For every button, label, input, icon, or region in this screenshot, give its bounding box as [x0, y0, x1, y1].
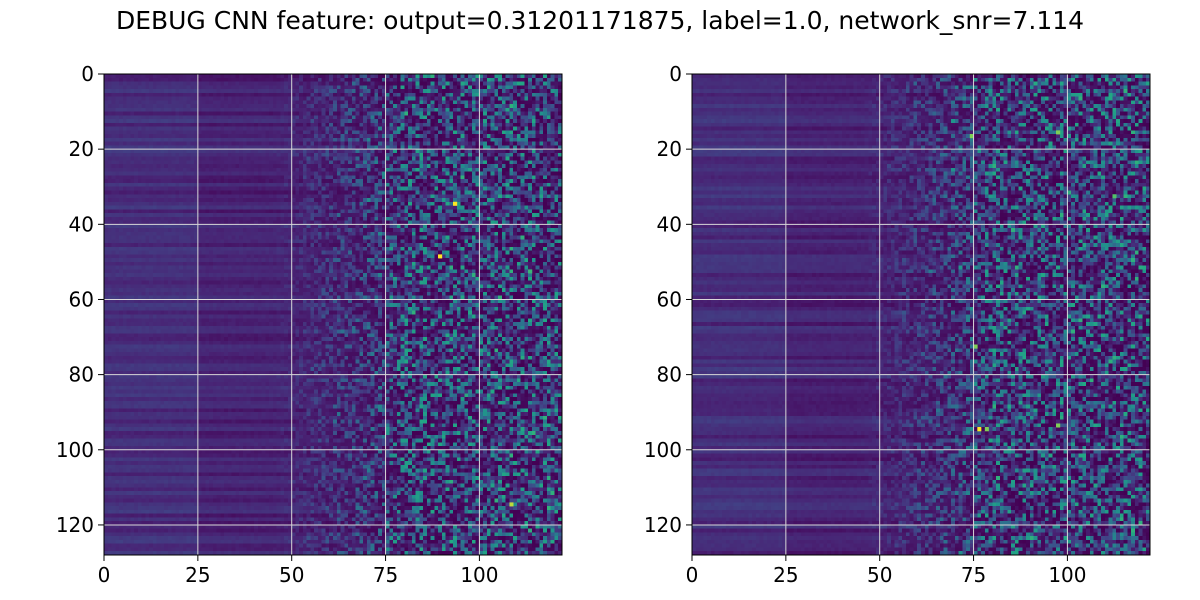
hotspot-cell [977, 427, 982, 432]
y-tick-label: 80 [69, 363, 94, 387]
x-tick-label: 0 [686, 563, 699, 587]
hotspot-cell [509, 502, 514, 507]
y-tick-label: 20 [657, 137, 682, 161]
hotspot-cell [1078, 284, 1083, 289]
figure-title: DEBUG CNN feature: output=0.31201171875,… [115, 6, 1085, 35]
y-tick-label: 120 [644, 513, 682, 537]
hotspot-cell [984, 427, 989, 432]
hotspot-cell [969, 134, 974, 139]
heatmap-cells [104, 74, 562, 555]
axes-frame [691, 73, 1151, 556]
y-tick-label: 100 [56, 438, 94, 462]
x-tick-label: 75 [373, 563, 398, 587]
hotspot-cell [1112, 194, 1117, 199]
hotspot-cell [1056, 130, 1061, 135]
y-tick-label: 40 [69, 212, 94, 236]
x-tick-label: 100 [1048, 563, 1086, 587]
y-tick-label: 100 [644, 438, 682, 462]
y-tick-label: 0 [669, 62, 682, 86]
hotspot-cell [438, 254, 443, 259]
axes-frame [103, 73, 563, 556]
hotspot-cell [528, 269, 533, 274]
x-tick-label: 0 [98, 563, 111, 587]
hotspot-cell [973, 344, 978, 349]
y-tick-label: 40 [657, 212, 682, 236]
x-tick-label: 75 [961, 563, 986, 587]
heatmap-panel-2: 0 25 50 75 100 0 20 40 60 80 100 120 [644, 62, 1151, 587]
x-tick-label: 50 [867, 563, 892, 587]
hotspot-cell [453, 201, 458, 206]
y-tick-label: 20 [69, 137, 94, 161]
x-tick-label: 100 [460, 563, 498, 587]
heatmap-cells [692, 74, 1150, 555]
y-tick-label: 60 [69, 287, 94, 311]
y-tick-label: 0 [81, 62, 94, 86]
y-tick-label: 120 [56, 513, 94, 537]
y-tick-label: 80 [657, 363, 682, 387]
x-tick-label: 25 [185, 563, 210, 587]
x-tick-label: 25 [773, 563, 798, 587]
heatmap-panel-1: 0 25 50 75 100 0 20 40 60 80 100 120 [56, 62, 563, 587]
y-tick-label: 60 [657, 287, 682, 311]
x-tick-label: 50 [279, 563, 304, 587]
hotspot-cell [1056, 423, 1061, 428]
